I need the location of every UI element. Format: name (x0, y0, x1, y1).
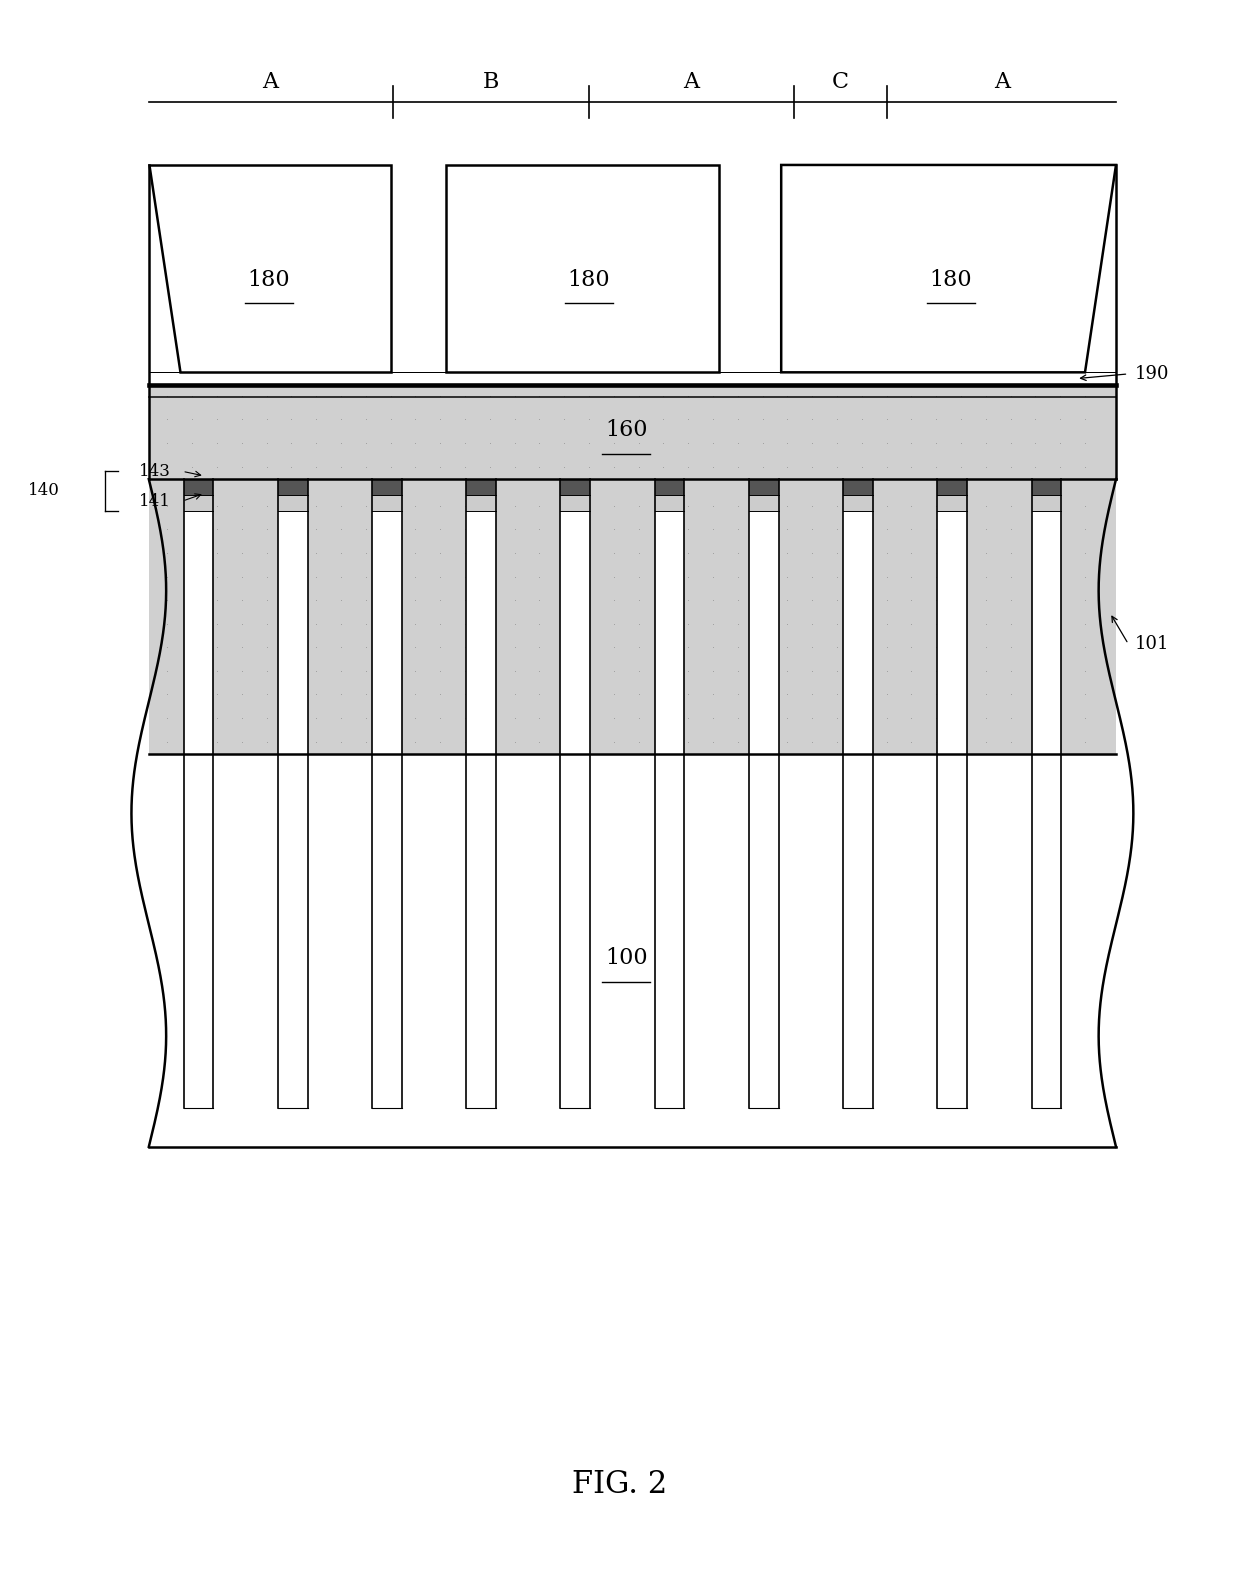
Bar (749, 511, 779, 1108)
Text: 180: 180 (930, 269, 972, 291)
Bar (749, 479, 779, 495)
Bar (1032, 495, 1061, 511)
Bar (655, 495, 684, 511)
Bar (372, 511, 402, 1108)
Text: 190: 190 (1135, 364, 1169, 383)
Bar (466, 495, 496, 511)
Text: 160: 160 (605, 419, 647, 441)
Text: C: C (832, 71, 849, 93)
Bar (937, 495, 967, 511)
Text: 141: 141 (139, 493, 171, 509)
Bar (466, 511, 496, 1108)
Text: A: A (994, 71, 1009, 93)
Text: B: B (482, 71, 500, 93)
Bar (446, 165, 719, 372)
Bar (278, 495, 308, 511)
Bar (560, 495, 590, 511)
Bar (843, 511, 873, 1108)
Bar (184, 495, 213, 511)
Bar (843, 479, 873, 495)
Bar (1032, 511, 1061, 1108)
Bar (466, 479, 496, 495)
Bar (149, 479, 1116, 754)
Text: FIG. 2: FIG. 2 (573, 1469, 667, 1500)
Bar (184, 479, 213, 495)
Text: 143: 143 (139, 463, 171, 479)
Bar (749, 495, 779, 511)
Bar (937, 479, 967, 495)
Text: 100: 100 (605, 947, 647, 969)
Bar (372, 495, 402, 511)
Bar (149, 385, 1116, 479)
Bar (1032, 479, 1061, 495)
Bar (278, 479, 308, 495)
Bar (184, 511, 213, 1108)
Text: 180: 180 (248, 269, 290, 291)
Text: 101: 101 (1135, 635, 1169, 654)
Bar (560, 479, 590, 495)
Bar (149, 754, 1116, 1147)
Text: A: A (263, 71, 278, 93)
Bar (278, 511, 308, 1108)
Bar (655, 479, 684, 495)
Bar (372, 479, 402, 495)
Polygon shape (149, 165, 391, 372)
Text: 140: 140 (27, 482, 60, 500)
Text: 180: 180 (568, 269, 610, 291)
Text: A: A (683, 71, 698, 93)
Bar (560, 511, 590, 1108)
Bar (937, 511, 967, 1108)
Bar (655, 511, 684, 1108)
Bar (843, 495, 873, 511)
Polygon shape (781, 165, 1116, 372)
